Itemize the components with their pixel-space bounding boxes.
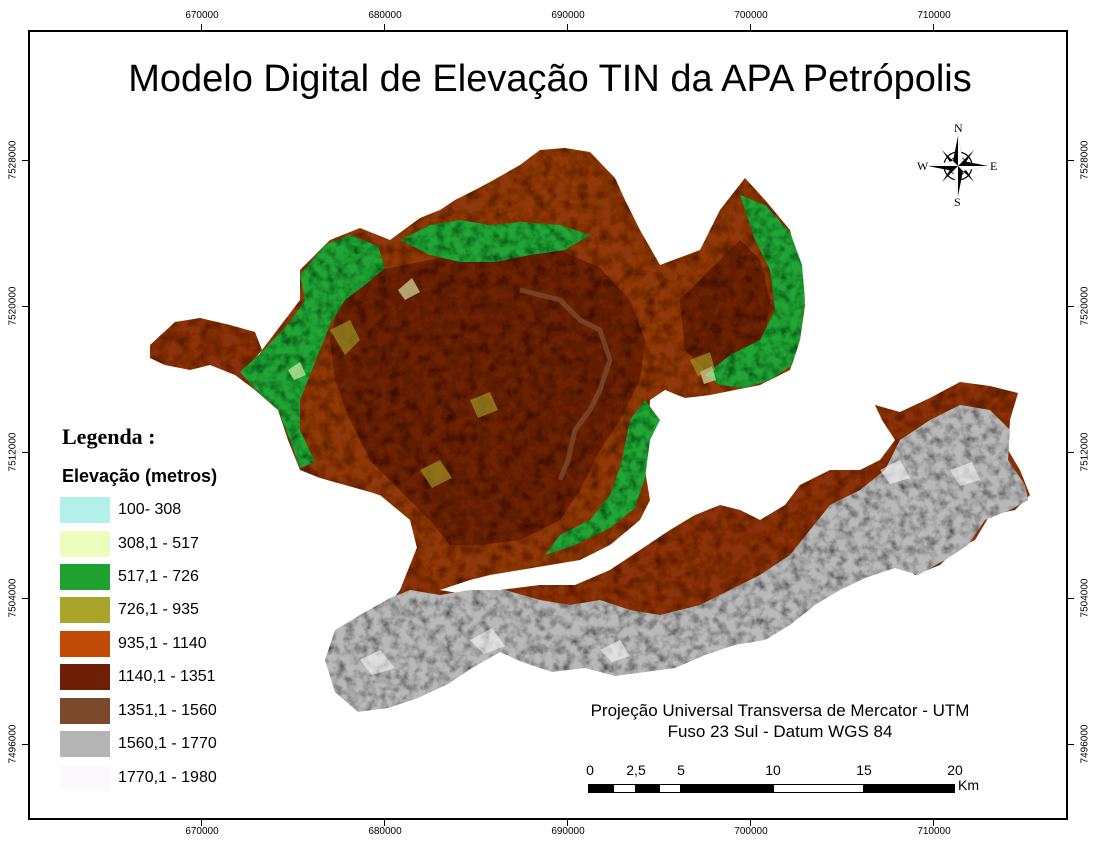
x-tick-label: 680000 [368, 10, 402, 21]
terrain-grey-south [325, 405, 1028, 712]
scale-segment [864, 784, 955, 793]
x-tick-label: 700000 [734, 826, 768, 837]
grid-tick-mark [201, 820, 202, 826]
legend-swatch [60, 731, 110, 757]
grid-tick-mark [384, 820, 385, 826]
scale-label: 10 [765, 762, 781, 778]
legend-item: 1560,1 - 1770 [60, 731, 217, 757]
legend-item: 517,1 - 726 [60, 564, 199, 590]
x-tick-label: 680000 [368, 826, 402, 837]
x-tick-label: 670000 [185, 10, 219, 21]
legend-swatch [60, 698, 110, 724]
legend-item: 935,1 - 1140 [60, 631, 207, 657]
legend-item: 100- 308 [60, 497, 181, 523]
grid-tick-mark [22, 598, 28, 599]
x-tick-label: 690000 [551, 10, 585, 21]
legend-swatch [60, 664, 110, 690]
scale-label: 20 [947, 762, 963, 778]
grid-tick-mark [1068, 452, 1074, 453]
grid-tick-mark [201, 24, 202, 30]
grid-tick-mark [384, 24, 385, 30]
scale-segment [681, 784, 773, 793]
legend-item: 1140,1 - 1351 [60, 664, 216, 690]
legend-swatch [60, 497, 110, 523]
grid-tick-mark [1068, 306, 1074, 307]
scale-label: 0 [586, 762, 594, 778]
legend-item: 308,1 - 517 [60, 531, 199, 557]
legend-label: 517,1 - 726 [118, 568, 199, 585]
compass-south-label: S [954, 195, 961, 209]
terrain-dark-northeast [680, 240, 770, 370]
grid-tick-mark [22, 452, 28, 453]
legend-title: Legenda : [62, 424, 156, 449]
projection-line-1: Projeção Universal Transversa de Mercato… [590, 701, 970, 720]
grid-tick-mark [750, 24, 751, 30]
legend-item: 1351,1 - 1560 [60, 698, 217, 724]
legend-label: 1351,1 - 1560 [118, 702, 217, 719]
legend-swatch [60, 564, 110, 590]
grid-tick-mark [22, 160, 28, 161]
x-tick-label: 690000 [551, 826, 585, 837]
x-tick-label: 700000 [734, 10, 768, 21]
legend-label: 100- 308 [118, 501, 182, 518]
legend-label: 935,1 - 1140 [118, 635, 207, 652]
compass-west-label: W [917, 159, 929, 173]
grid-tick-mark [22, 306, 28, 307]
compass-east-label: E [990, 159, 998, 173]
map-frame [28, 30, 1068, 820]
grid-tick-mark [933, 820, 934, 826]
legend-label: 308,1 - 517 [118, 535, 199, 552]
scale-unit: Km [958, 777, 979, 793]
legend-label: 726,1 - 935 [118, 601, 199, 618]
legend-swatch [60, 531, 110, 557]
legend-item: 726,1 - 935 [60, 597, 199, 623]
legend-swatch [60, 631, 110, 657]
legend-swatch [60, 765, 110, 791]
scale-segment [636, 784, 659, 793]
scale-segment [588, 784, 613, 793]
terrain-green-southeast [545, 400, 660, 555]
grid-tick-mark [22, 744, 28, 745]
grid-tick-mark [750, 820, 751, 826]
terrain-green-north [400, 220, 590, 262]
x-tick-label: 710000 [917, 826, 951, 837]
terrain-green-west [240, 235, 385, 468]
terrain-green-northeast [705, 195, 805, 388]
legend-label: 1140,1 - 1351 [118, 668, 216, 685]
compass-north-label: N [954, 121, 963, 135]
legend-label: 1560,1 - 1770 [118, 735, 217, 752]
scale-label: 5 [677, 762, 685, 778]
scale-label: 2,5 [626, 762, 646, 778]
compass-rose-icon [928, 136, 988, 196]
grid-tick-mark [1068, 598, 1074, 599]
x-tick-label: 710000 [917, 10, 951, 21]
scale-segment [613, 784, 636, 793]
scale-label: 15 [856, 762, 872, 778]
projection-line-2: Fuso 23 Sul - Datum WGS 84 [667, 722, 893, 741]
legend-swatch [60, 597, 110, 623]
grid-tick-mark [1068, 744, 1074, 745]
scale-segment [773, 784, 864, 793]
terrain-valley [519, 287, 613, 481]
scale-segment [659, 784, 681, 793]
map-title: Modelo Digital de Elevação TIN da APA Pe… [128, 58, 972, 100]
x-tick-label: 670000 [185, 826, 219, 837]
grid-tick-mark [567, 820, 568, 826]
legend-label: 1770,1 - 1980 [118, 769, 217, 786]
grid-tick-mark [1068, 160, 1074, 161]
legend-item: 1770,1 - 1980 [60, 765, 217, 791]
grid-tick-mark [567, 24, 568, 30]
legend-subtitle: Elevação (metros) [62, 466, 218, 486]
grid-tick-mark [933, 24, 934, 30]
